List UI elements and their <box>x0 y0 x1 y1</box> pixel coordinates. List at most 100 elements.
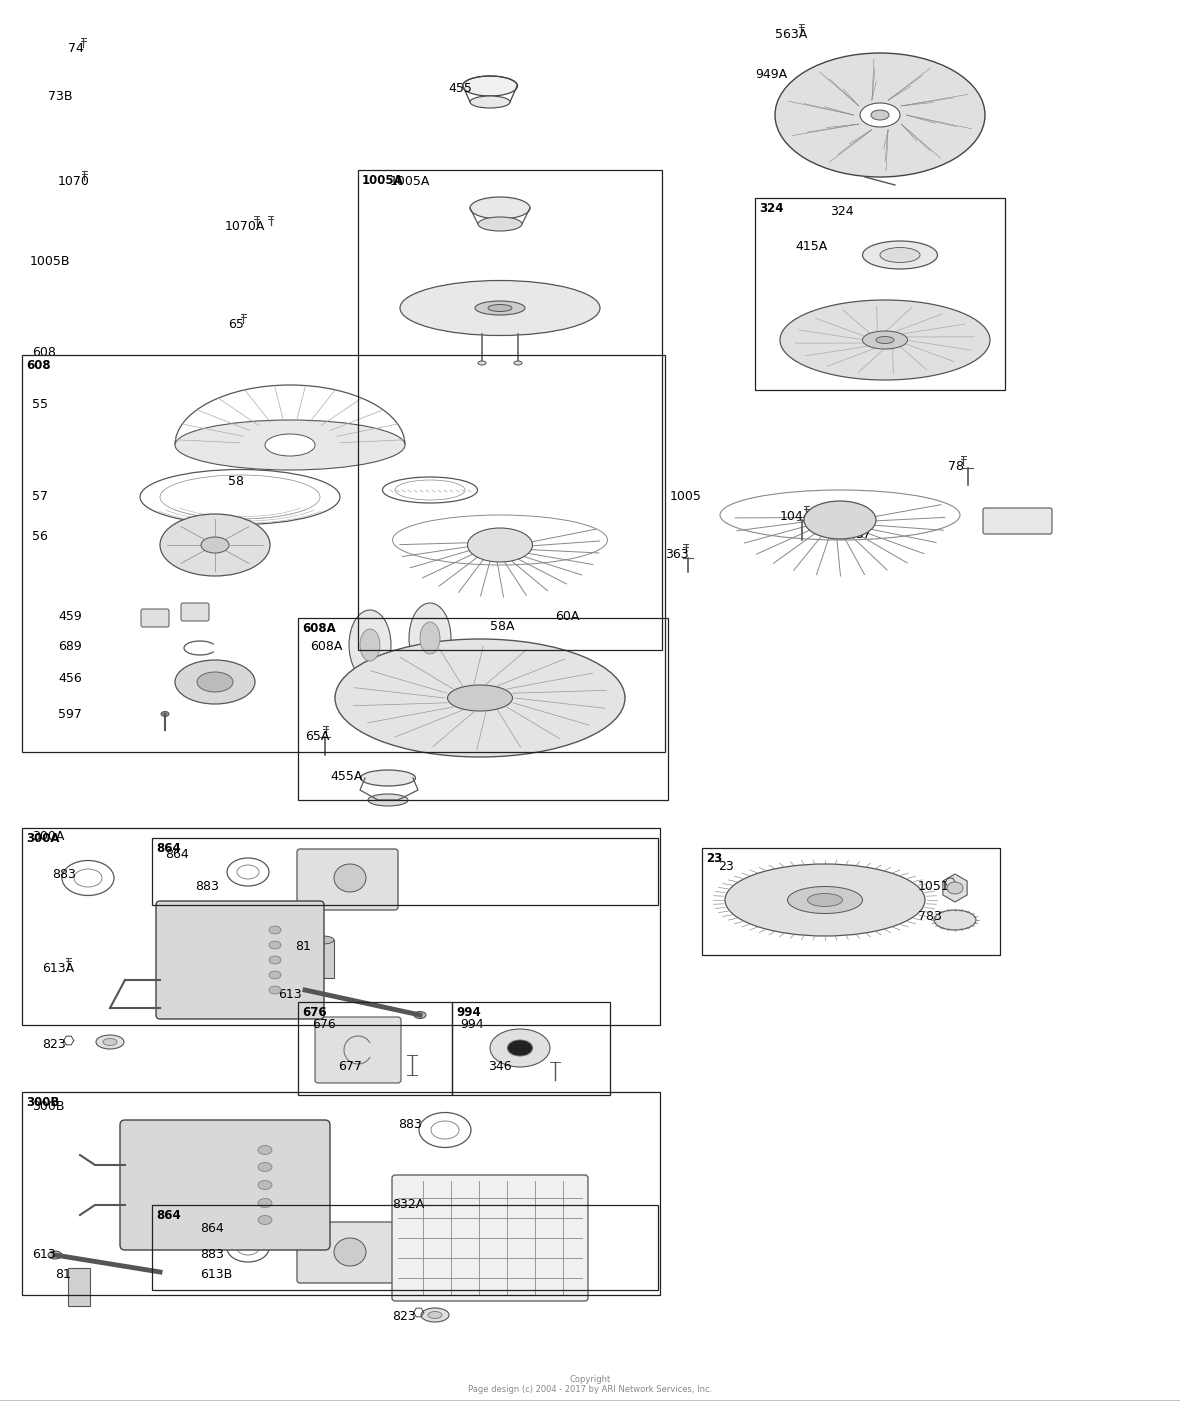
FancyBboxPatch shape <box>140 610 169 627</box>
Ellipse shape <box>258 1163 273 1171</box>
Ellipse shape <box>334 865 366 893</box>
FancyBboxPatch shape <box>181 603 209 621</box>
FancyBboxPatch shape <box>392 1176 588 1301</box>
Ellipse shape <box>48 1250 63 1259</box>
Ellipse shape <box>299 987 312 994</box>
Text: 324: 324 <box>759 201 784 215</box>
Ellipse shape <box>312 936 334 943</box>
Ellipse shape <box>269 956 281 964</box>
Ellipse shape <box>478 360 486 365</box>
Text: 346: 346 <box>489 1060 512 1073</box>
Ellipse shape <box>160 711 169 717</box>
Text: 74: 74 <box>68 42 84 55</box>
Ellipse shape <box>258 1180 273 1190</box>
Ellipse shape <box>334 1238 366 1266</box>
Text: 455A: 455A <box>330 770 362 783</box>
Text: 676: 676 <box>302 1005 327 1019</box>
Text: 608A: 608A <box>302 622 336 635</box>
Ellipse shape <box>400 280 599 335</box>
Text: 597: 597 <box>58 708 81 721</box>
Ellipse shape <box>428 1311 442 1318</box>
Ellipse shape <box>467 528 532 562</box>
Text: 57: 57 <box>32 490 48 503</box>
Text: 832A: 832A <box>392 1198 425 1211</box>
Ellipse shape <box>863 331 907 349</box>
Bar <box>22 1093 660 1295</box>
Text: 949A: 949A <box>755 68 787 82</box>
Ellipse shape <box>409 603 451 673</box>
Text: 300B: 300B <box>32 1100 65 1112</box>
Text: 823: 823 <box>42 1038 66 1050</box>
Bar <box>452 1002 610 1095</box>
Text: 676: 676 <box>312 1018 336 1031</box>
Ellipse shape <box>948 881 963 894</box>
Text: 883: 883 <box>199 1247 224 1262</box>
Ellipse shape <box>258 1146 273 1155</box>
Text: 1005A: 1005A <box>391 175 431 189</box>
Ellipse shape <box>361 770 415 786</box>
Text: 1051: 1051 <box>918 880 950 893</box>
Text: 55: 55 <box>32 398 48 411</box>
Ellipse shape <box>258 1215 273 1225</box>
Text: 23: 23 <box>706 852 722 865</box>
Text: 783: 783 <box>918 910 942 924</box>
Bar <box>68 1269 90 1307</box>
Ellipse shape <box>266 434 315 456</box>
Ellipse shape <box>447 686 512 711</box>
Text: 608: 608 <box>26 359 51 372</box>
Ellipse shape <box>335 639 625 758</box>
Text: 883: 883 <box>195 880 218 893</box>
Ellipse shape <box>160 514 270 576</box>
Text: 459: 459 <box>58 610 81 622</box>
Ellipse shape <box>804 501 876 539</box>
Ellipse shape <box>860 103 900 127</box>
Text: 300B: 300B <box>26 1095 59 1110</box>
Text: 65: 65 <box>228 318 244 331</box>
Ellipse shape <box>863 241 937 269</box>
Ellipse shape <box>103 1039 117 1046</box>
Text: 58: 58 <box>228 474 244 489</box>
Text: 613B: 613B <box>199 1269 232 1281</box>
Text: 300A: 300A <box>26 832 59 845</box>
Ellipse shape <box>258 1198 273 1208</box>
FancyBboxPatch shape <box>156 901 324 1019</box>
Text: 81: 81 <box>55 1269 71 1281</box>
Ellipse shape <box>349 610 391 680</box>
Ellipse shape <box>935 910 976 931</box>
Ellipse shape <box>414 1011 426 1018</box>
Text: 415A: 415A <box>795 239 827 253</box>
Text: 324: 324 <box>830 206 853 218</box>
Ellipse shape <box>269 941 281 949</box>
Text: 455: 455 <box>448 82 472 94</box>
Text: 689: 689 <box>58 641 81 653</box>
Text: 23: 23 <box>717 860 734 873</box>
Bar <box>358 170 662 650</box>
Ellipse shape <box>463 76 518 96</box>
Text: 823: 823 <box>392 1309 415 1324</box>
Ellipse shape <box>470 197 530 220</box>
Text: 1070: 1070 <box>58 175 90 189</box>
Text: 60A: 60A <box>555 610 579 622</box>
Bar <box>299 1002 452 1095</box>
Text: 608A: 608A <box>310 641 342 653</box>
Ellipse shape <box>478 217 522 231</box>
Ellipse shape <box>871 110 889 120</box>
Text: 864: 864 <box>156 1209 181 1222</box>
Text: 994: 994 <box>455 1005 480 1019</box>
Text: Copyright
Page design (c) 2004 - 2017 by ARI Network Services, Inc.: Copyright Page design (c) 2004 - 2017 by… <box>468 1376 712 1394</box>
Ellipse shape <box>421 1308 450 1322</box>
Text: 613: 613 <box>278 988 302 1001</box>
Ellipse shape <box>197 672 232 691</box>
Text: 81: 81 <box>295 941 310 953</box>
Text: 613: 613 <box>32 1247 55 1262</box>
FancyBboxPatch shape <box>297 849 398 910</box>
Text: 608: 608 <box>32 346 55 359</box>
Text: 73B: 73B <box>48 90 72 103</box>
Bar <box>22 828 660 1025</box>
Text: 1005A: 1005A <box>362 175 404 187</box>
FancyBboxPatch shape <box>120 1119 330 1250</box>
Ellipse shape <box>514 360 522 365</box>
Ellipse shape <box>490 1029 550 1067</box>
Ellipse shape <box>269 972 281 979</box>
Text: 994: 994 <box>460 1018 484 1031</box>
